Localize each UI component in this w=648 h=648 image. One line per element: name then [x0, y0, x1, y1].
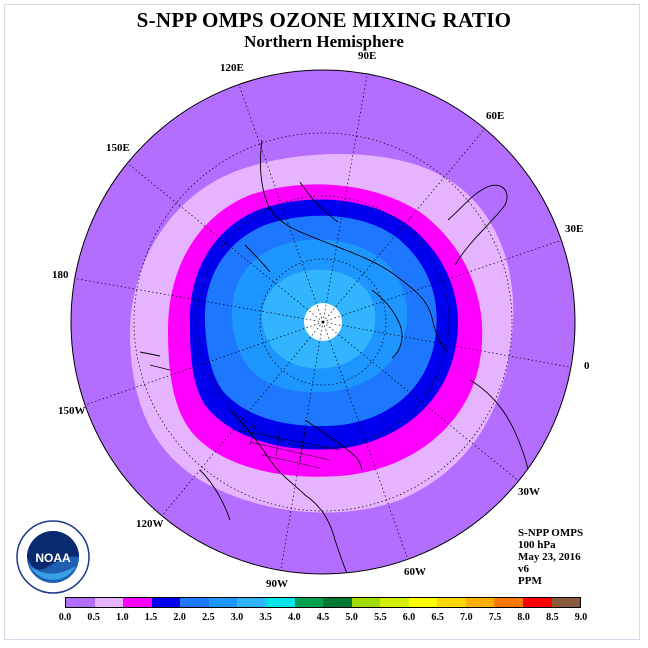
color-swatch	[494, 598, 523, 607]
color-swatch	[180, 598, 209, 607]
color-scale-tick-label: 2.0	[173, 612, 186, 623]
color-swatch	[151, 598, 181, 607]
color-swatch	[437, 598, 466, 607]
color-swatch	[351, 598, 381, 607]
map-boundary	[70, 69, 576, 575]
info-level: 100 hPa	[518, 539, 556, 551]
info-date: May 23, 2016	[518, 551, 581, 563]
lon-label-0: 0	[584, 360, 590, 372]
color-swatch	[323, 598, 352, 607]
color-swatch	[94, 598, 124, 607]
lon-label-180: 180	[52, 269, 69, 281]
color-scale-tick-label: 1.0	[116, 612, 129, 623]
color-swatch	[551, 598, 581, 607]
color-swatch	[523, 598, 552, 607]
color-scale-tick-label: 3.0	[230, 612, 244, 623]
color-scale-tick-label: 5.0	[345, 612, 358, 623]
color-swatch	[123, 598, 152, 607]
color-scale-tick-label: 3.5	[259, 612, 272, 623]
coastlines	[139, 139, 531, 574]
color-swatch	[208, 598, 238, 607]
graticule	[71, 70, 575, 574]
lon-label-60e: 60E	[486, 110, 505, 122]
map-subtitle: Northern Hemisphere	[244, 32, 404, 51]
color-scale-tick-label: 6.0	[402, 612, 416, 623]
color-swatch	[237, 598, 266, 607]
color-scale-tick-label: 0.5	[87, 612, 100, 623]
color-scale-tick-label: 8.5	[546, 612, 559, 623]
color-scale-tick-label: 2.5	[202, 612, 215, 623]
noaa-logo: NOAA	[16, 520, 90, 594]
lon-label-120e: 120E	[220, 62, 244, 74]
color-scale-tick-label: 8.0	[517, 612, 530, 623]
lon-label-30e: 30E	[565, 223, 584, 235]
lon-label-150e: 150E	[106, 142, 130, 154]
color-scale-tick-label: 1.5	[144, 612, 158, 623]
color-scale-tick-label: 6.5	[431, 612, 444, 623]
lon-label-60w: 60W	[404, 566, 426, 578]
lon-label-90e: 90E	[358, 50, 377, 62]
political-boundaries	[237, 424, 341, 469]
lon-label-30w: 30W	[518, 486, 540, 498]
lon-label-150w: 150W	[58, 405, 86, 417]
info-instrument: S-NPP OMPS	[518, 527, 584, 539]
color-scale-tick-label: 5.5	[374, 612, 387, 623]
info-units: PPM	[518, 575, 542, 587]
lon-label-90w: 90W	[266, 578, 288, 590]
lon-label-120w: 120W	[136, 518, 164, 530]
color-swatch	[465, 598, 495, 607]
color-swatch	[380, 598, 409, 607]
color-swatch	[66, 598, 95, 607]
color-scale-tick-label: 4.5	[316, 612, 330, 623]
figure-frame	[4, 4, 640, 640]
map-title: S-NPP OMPS OZONE MIXING RATIO	[136, 8, 512, 32]
color-scale-tick-label: 9.0	[574, 612, 588, 623]
color-swatch	[265, 598, 295, 607]
color-scale-tick-label: 4.0	[288, 612, 301, 623]
color-scale-bar	[65, 597, 581, 608]
info-version: v6	[518, 563, 529, 575]
map-info-block: S-NPP OMPS 100 hPa May 23, 2016 v6 PPM	[518, 527, 583, 587]
color-swatch	[294, 598, 324, 607]
color-scale-tick-label: 7.5	[488, 612, 502, 623]
noaa-logo-text: NOAA	[35, 551, 71, 565]
color-swatch	[408, 598, 438, 607]
color-scale-tick-label: 7.0	[460, 612, 473, 623]
color-scale-tick-label: 0.0	[58, 612, 72, 623]
